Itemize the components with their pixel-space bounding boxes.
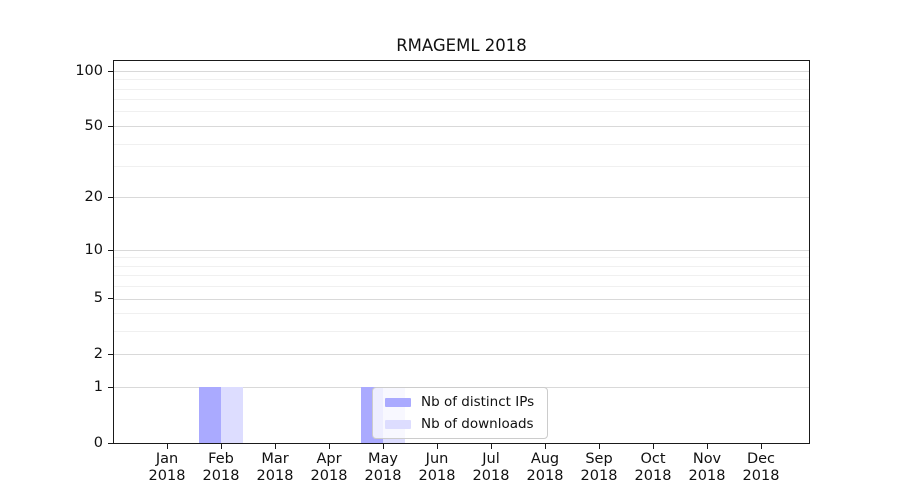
x-tick-month: Oct (640, 451, 666, 467)
x-tick-month: Feb (208, 451, 234, 467)
y-tick-label: 2 (93, 346, 103, 362)
x-tick-label: Feb 2018 (189, 451, 253, 485)
x-tick-label: Jul 2018 (459, 451, 523, 485)
x-tick-year: 2018 (148, 468, 186, 484)
major-gridline (114, 70, 809, 72)
x-tick-mark (545, 444, 546, 449)
major-gridline (114, 354, 809, 356)
x-tick-month: Dec (746, 451, 776, 467)
x-tick-year: 2018 (310, 468, 348, 484)
x-tick-label: May 2018 (351, 451, 415, 485)
x-tick-month: May (368, 451, 398, 467)
x-tick-mark (221, 444, 222, 449)
x-tick-mark (653, 444, 654, 449)
y-tick-label: 5 (93, 290, 103, 306)
y-tick-label: 100 (75, 63, 103, 79)
x-tick-year: 2018 (202, 468, 240, 484)
x-tick-year: 2018 (526, 468, 564, 484)
x-tick-label: Dec 2018 (729, 451, 793, 485)
major-gridline (114, 197, 809, 199)
x-tick-month: Apr (316, 451, 342, 467)
bar-downloads (221, 387, 243, 443)
y-tick-label: 10 (84, 242, 103, 258)
legend-swatch (385, 397, 411, 407)
x-tick-year: 2018 (256, 468, 294, 484)
legend-label: Nb of distinct IPs (421, 394, 535, 410)
y-tick-mark (108, 197, 113, 198)
x-tick-mark (491, 444, 492, 449)
y-tick-mark (108, 354, 113, 355)
x-tick-year: 2018 (472, 468, 510, 484)
legend: Nb of distinct IPs Nb of downloads (372, 387, 548, 439)
minor-gridline (114, 99, 809, 101)
x-tick-label: Sep 2018 (567, 451, 631, 485)
y-tick-mark (108, 126, 113, 127)
plot-area: Nb of distinct IPs Nb of downloads (113, 60, 810, 444)
x-tick-year: 2018 (580, 468, 618, 484)
x-tick-mark (167, 444, 168, 449)
chart-title: RMAGEML 2018 (396, 36, 527, 55)
x-tick-label: Nov 2018 (675, 451, 739, 485)
y-tick-label: 50 (84, 118, 103, 134)
minor-gridline (114, 275, 809, 277)
x-tick-label: Mar 2018 (243, 451, 307, 485)
legend-item: Nb of downloads (385, 416, 547, 432)
x-tick-month: Sep (585, 451, 613, 467)
x-tick-mark (599, 444, 600, 449)
y-tick-label: 1 (93, 379, 103, 395)
y-tick-mark (108, 298, 113, 299)
x-tick-mark (707, 444, 708, 449)
x-tick-month: Nov (692, 451, 722, 467)
major-gridline (114, 125, 809, 127)
y-tick-mark (108, 387, 113, 388)
x-tick-year: 2018 (418, 468, 456, 484)
x-tick-year: 2018 (634, 468, 672, 484)
x-tick-mark (275, 444, 276, 449)
x-tick-label: Jan 2018 (135, 451, 199, 485)
x-tick-label: Jun 2018 (405, 451, 469, 485)
minor-gridline (114, 313, 809, 315)
x-tick-month: Jun (425, 451, 449, 467)
x-tick-month: Jan (155, 451, 179, 467)
major-gridline (114, 298, 809, 300)
y-tick-mark (108, 443, 113, 444)
minor-gridline (114, 257, 809, 259)
y-tick-label: 0 (93, 435, 103, 451)
y-tick-mark (108, 250, 113, 251)
y-tick-mark (108, 71, 113, 72)
x-tick-month: Aug (530, 451, 560, 467)
minor-gridline (114, 88, 809, 90)
x-tick-mark (383, 444, 384, 449)
minor-gridline (114, 331, 809, 333)
x-tick-label: Aug 2018 (513, 451, 577, 485)
x-tick-year: 2018 (364, 468, 402, 484)
x-tick-month: Jul (482, 451, 500, 467)
minor-gridline (114, 265, 809, 267)
x-tick-mark (329, 444, 330, 449)
y-tick-label: 20 (84, 189, 103, 205)
minor-gridline (114, 286, 809, 288)
x-tick-mark (437, 444, 438, 449)
minor-gridline (114, 79, 809, 81)
minor-gridline (114, 111, 809, 113)
minor-gridline (114, 166, 809, 167)
x-tick-mark (761, 444, 762, 449)
legend-item: Nb of distinct IPs (385, 394, 547, 410)
x-tick-label: Oct 2018 (621, 451, 685, 485)
x-tick-label: Apr 2018 (297, 451, 361, 485)
x-tick-month: Mar (261, 451, 289, 467)
legend-label: Nb of downloads (421, 416, 534, 432)
x-tick-year: 2018 (688, 468, 726, 484)
x-tick-year: 2018 (742, 468, 780, 484)
legend-swatch (385, 419, 411, 429)
bar-distinct-ips (199, 387, 221, 443)
major-gridline (114, 249, 809, 251)
minor-gridline (114, 143, 809, 145)
